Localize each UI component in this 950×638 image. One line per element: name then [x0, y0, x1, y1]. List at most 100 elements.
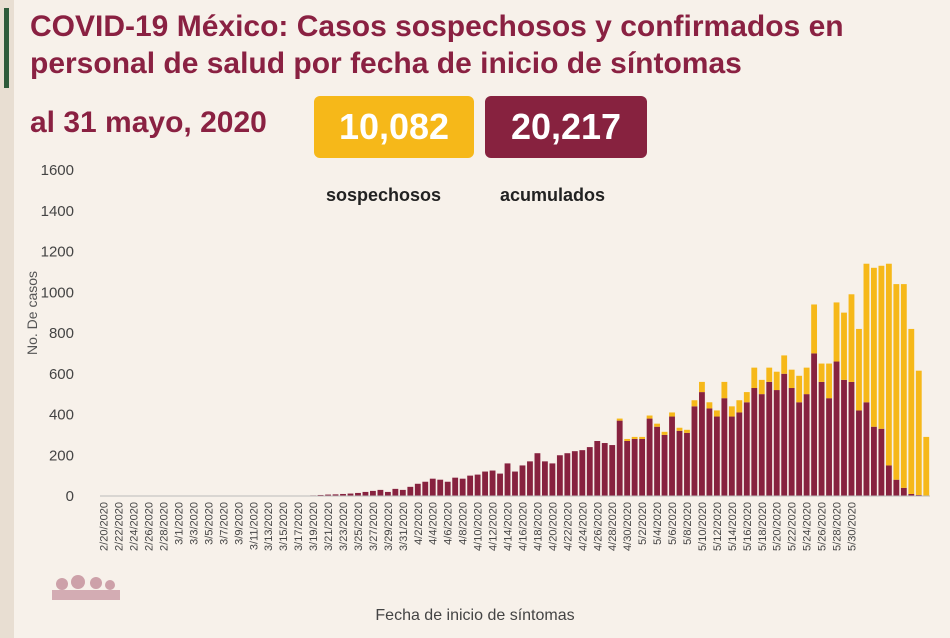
bar-acumulados: [811, 353, 818, 496]
x-tick-label: 2/22/2020: [114, 502, 126, 551]
bar-sospechosos: [728, 406, 735, 417]
bar-sospechosos: [841, 312, 847, 380]
x-tick-label: 5/4/2020: [652, 502, 664, 545]
x-tick-label: 5/26/2020: [817, 502, 829, 551]
x-tick-label: 5/14/2020: [727, 502, 739, 551]
bar-acumulados: [459, 478, 466, 496]
bar-sospechosos: [736, 400, 743, 413]
x-tick-label: 4/2/2020: [413, 502, 425, 545]
bar-sospechosos: [908, 328, 915, 494]
x-tick-label: 3/25/2020: [353, 502, 365, 551]
bar-acumulados: [863, 402, 870, 496]
bar-acumulados: [370, 490, 376, 496]
bar-sospechosos: [796, 375, 803, 403]
bar-sospechosos: [766, 367, 773, 382]
suspected-count-badge: 10,082: [314, 96, 474, 158]
bar-sospechosos: [624, 438, 631, 441]
x-tick-label: 4/10/2020: [473, 502, 485, 551]
bar-acumulados: [885, 465, 892, 496]
x-tick-label: 5/2/2020: [637, 502, 649, 545]
x-tick-label: 3/11/2020: [248, 502, 260, 550]
x-tick-label: 2/20/2020: [99, 502, 111, 551]
report-date: al 31 mayo, 2020: [30, 106, 267, 139]
bar-sospechosos: [646, 415, 653, 419]
bar-acumulados: [900, 487, 907, 496]
bar-acumulados: [422, 481, 429, 496]
bar-acumulados: [482, 471, 489, 496]
x-tick-label: 3/15/2020: [278, 502, 290, 551]
x-tick-label: 4/24/2020: [577, 502, 589, 551]
y-tick-label: 800: [49, 325, 74, 342]
bar-acumulados: [758, 394, 765, 496]
bar-sospechosos: [706, 402, 713, 409]
x-tick-label: 3/13/2020: [263, 502, 275, 551]
bar-acumulados: [399, 489, 406, 496]
bar-acumulados: [796, 402, 803, 496]
y-tick-label: 1000: [41, 284, 74, 301]
bar-sospechosos: [669, 412, 675, 417]
bar-acumulados: [317, 494, 324, 496]
green-stripe: [4, 8, 9, 88]
bar-sospechosos: [781, 355, 788, 374]
bar-acumulados: [377, 489, 384, 496]
bar-acumulados: [803, 394, 810, 496]
x-tick-label: 5/22/2020: [787, 502, 799, 551]
bar-acumulados: [743, 402, 750, 496]
x-tick-label: 2/24/2020: [129, 502, 141, 551]
x-tick-label: 3/1/2020: [174, 502, 186, 545]
bar-acumulados: [751, 388, 758, 496]
bar-acumulados: [856, 410, 862, 496]
bar-sospechosos: [848, 294, 855, 382]
bar-acumulados: [504, 463, 511, 496]
x-tick-label: 4/6/2020: [443, 502, 455, 545]
bar-acumulados: [841, 379, 847, 496]
bar-acumulados: [497, 473, 503, 496]
x-tick-label: 5/6/2020: [667, 502, 679, 545]
bar-acumulados: [728, 416, 735, 496]
bar-acumulados: [818, 381, 825, 496]
bar-sospechosos: [818, 363, 825, 382]
x-tick-label: 4/4/2020: [428, 502, 440, 545]
bar-sospechosos: [676, 427, 683, 431]
bar-acumulados: [631, 438, 638, 496]
bar-sospechosos: [713, 410, 720, 417]
y-tick-label: 1200: [41, 244, 74, 261]
bar-sospechosos: [684, 429, 690, 433]
bar-acumulados: [437, 479, 444, 496]
bar-acumulados: [736, 412, 743, 496]
bar-acumulados: [773, 390, 780, 496]
bar-sospechosos: [654, 423, 660, 427]
x-tick-label: 4/26/2020: [592, 502, 604, 551]
bar-sospechosos: [871, 267, 877, 427]
bar-acumulados: [699, 392, 705, 496]
bar-acumulados: [601, 443, 608, 496]
x-tick-label: 3/31/2020: [398, 502, 410, 551]
bar-acumulados: [355, 492, 361, 496]
bar-acumulados: [676, 430, 683, 496]
bar-acumulados: [347, 493, 354, 496]
bar-acumulados: [444, 481, 451, 496]
bar-sospechosos: [758, 379, 765, 395]
bar-acumulados: [541, 461, 548, 496]
bar-acumulados: [527, 461, 533, 496]
x-tick-label: 3/5/2020: [203, 502, 215, 545]
bar-acumulados: [616, 420, 623, 496]
bar-sospechosos: [639, 436, 646, 439]
x-tick-label: 5/30/2020: [846, 502, 858, 551]
bar-acumulados: [669, 416, 675, 496]
page-title: COVID-19 México: Casos sospechosos y con…: [30, 10, 844, 80]
x-axis-label: Fecha de inicio de síntomas: [375, 607, 574, 624]
bar-sospechosos: [833, 302, 840, 362]
bar-sospechosos: [661, 431, 668, 435]
x-tick-label: 3/27/2020: [368, 502, 380, 551]
bar-sospechosos: [811, 304, 818, 354]
bar-acumulados: [654, 426, 660, 496]
bar-acumulados: [833, 361, 840, 496]
bar-acumulados: [579, 450, 586, 496]
bar-sospechosos: [863, 263, 870, 403]
bar-acumulados: [474, 474, 481, 496]
y-tick-label: 1400: [41, 203, 74, 220]
x-tick-label: 3/19/2020: [308, 502, 320, 551]
y-tick-label: 400: [49, 407, 74, 424]
